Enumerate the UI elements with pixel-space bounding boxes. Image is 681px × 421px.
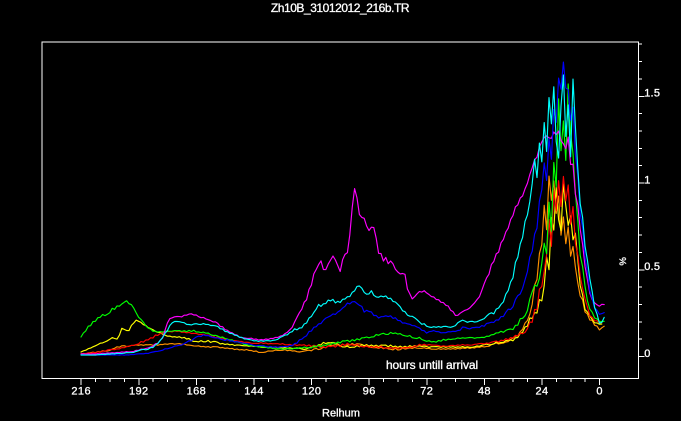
svg-text:0: 0	[596, 386, 603, 398]
svg-text:Relhum: Relhum	[322, 408, 360, 420]
svg-text:168: 168	[187, 386, 207, 398]
svg-text:144: 144	[244, 386, 264, 398]
svg-text:0.5: 0.5	[644, 261, 660, 273]
svg-text:192: 192	[129, 386, 149, 398]
svg-text:48: 48	[478, 386, 491, 398]
svg-text:1.5: 1.5	[644, 88, 660, 100]
svg-text:120: 120	[302, 386, 322, 398]
svg-text:72: 72	[420, 386, 433, 398]
svg-text:Zh10B_31012012_216b.TR: Zh10B_31012012_216b.TR	[271, 1, 410, 15]
svg-text:0: 0	[644, 348, 650, 360]
svg-text:1: 1	[644, 174, 650, 186]
svg-text:96: 96	[363, 386, 376, 398]
svg-text:%: %	[617, 257, 628, 266]
svg-text:216: 216	[71, 386, 91, 398]
svg-text:hours untill arrival: hours untill arrival	[386, 358, 478, 372]
svg-text:24: 24	[535, 386, 548, 398]
